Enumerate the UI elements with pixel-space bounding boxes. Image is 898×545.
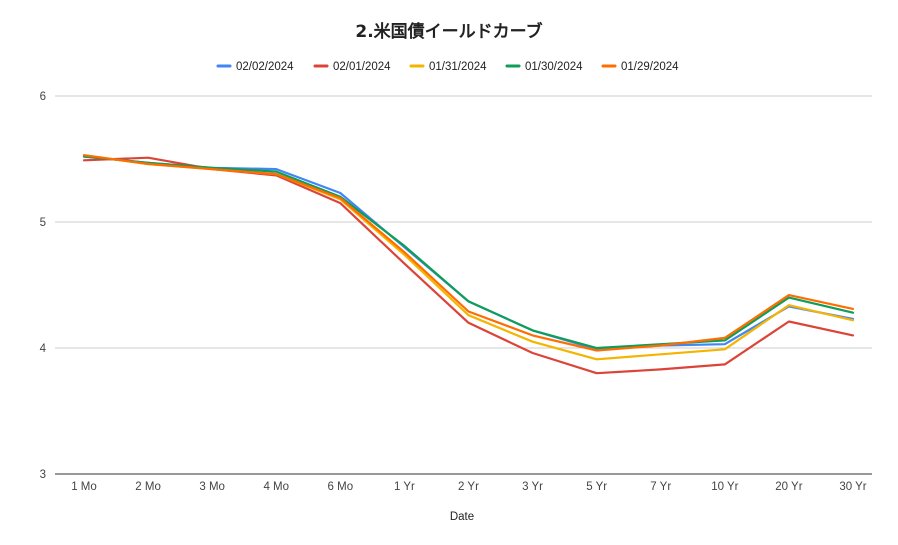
x-tick-label: 3 Yr [522, 481, 543, 493]
x-tick-label: 30 Yr [839, 481, 866, 493]
x-tick-label: 20 Yr [775, 481, 802, 493]
series-line-01-29-2024 [82, 154, 855, 352]
y-tick-label: 3 [40, 469, 46, 481]
x-tick-label: 7 Yr [650, 481, 671, 493]
legend-label: 01/29/2024 [621, 61, 679, 73]
legend-item[interactable]: 01/30/2024 [505, 61, 583, 73]
series-line-01-30-2024 [82, 155, 855, 350]
y-tick-label: 6 [40, 91, 46, 103]
series-line-02-02-2024 [82, 155, 855, 351]
legend-label: 02/02/2024 [236, 61, 294, 73]
legend-item[interactable]: 01/31/2024 [409, 61, 487, 73]
series-lines [82, 154, 855, 375]
x-tick-label: 2 Yr [458, 481, 479, 493]
x-tick-label: 3 Mo [199, 481, 225, 493]
x-tick-label: 1 Mo [71, 481, 97, 493]
gridlines [55, 95, 872, 475]
x-tick-label: 4 Mo [263, 481, 289, 493]
legend-label: 02/01/2024 [333, 61, 391, 73]
x-tick-label: 6 Mo [328, 481, 354, 493]
legend-label: 01/31/2024 [429, 61, 487, 73]
y-tick-label: 5 [40, 217, 46, 229]
legend-item[interactable]: 01/29/2024 [601, 61, 679, 73]
chart-title: 2.米国債イールドカーブ [355, 21, 542, 42]
legend-item[interactable]: 02/02/2024 [216, 61, 294, 73]
x-tick-label: 5 Yr [586, 481, 607, 493]
legend: 02/02/2024 02/01/2024 01/31/2024 01/30/2024… [216, 61, 679, 73]
x-tick-label: 10 Yr [711, 481, 738, 493]
y-tick-label: 4 [40, 343, 47, 355]
x-axis-title: Date [450, 511, 474, 523]
x-tick-label: 1 Yr [394, 481, 415, 493]
x-tick-label: 2 Mo [135, 481, 161, 493]
x-axis: 1 Mo 2 Mo 3 Mo 4 Mo 6 Mo 1 Yr 2 Yr 3 Yr 5 Yr 7 Yr… [71, 481, 867, 493]
legend-item[interactable]: 02/01/2024 [313, 61, 391, 73]
y-axis: 3 4 5 6 [40, 91, 47, 481]
legend-label: 01/30/2024 [525, 61, 583, 73]
